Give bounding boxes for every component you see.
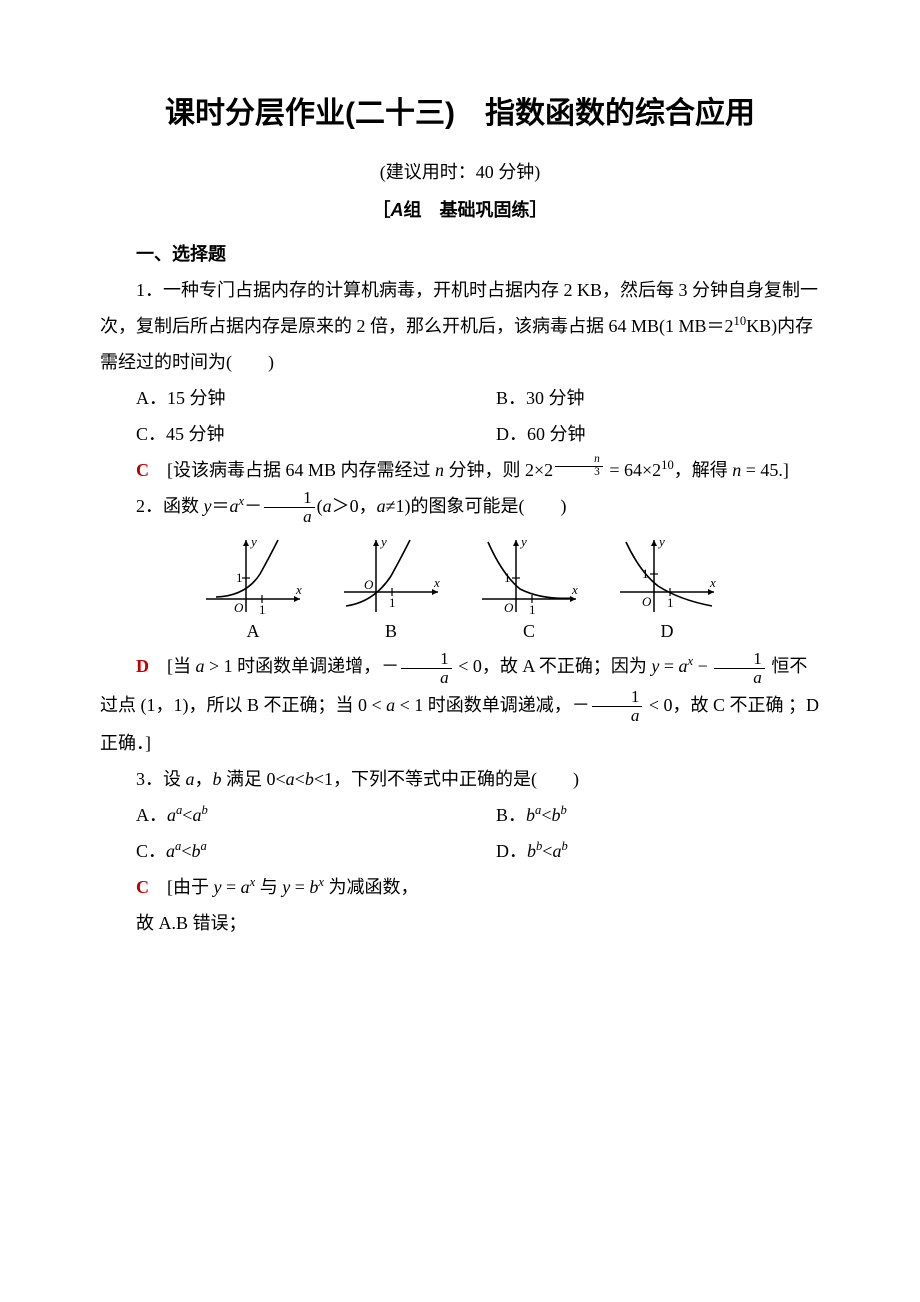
q1-optA: A．15 分钟 xyxy=(100,380,460,416)
bracket-left: ［ xyxy=(373,200,391,220)
q1-text: 1．一种专门占据内存的计算机病毒，开机时占据内存 2 KB，然后每 3 分钟自身… xyxy=(100,272,820,380)
time-hint: (建议用时：40 分钟) xyxy=(100,158,820,184)
svg-text:1: 1 xyxy=(504,570,511,585)
svg-text:1: 1 xyxy=(529,602,536,617)
svg-text:x: x xyxy=(571,582,578,597)
svg-text:y: y xyxy=(657,534,665,549)
svg-text:x: x xyxy=(433,575,440,590)
label-d: D xyxy=(612,621,722,642)
q3-optD: D．bb<ab xyxy=(460,833,820,869)
svg-text:1: 1 xyxy=(667,595,674,610)
svg-text:y: y xyxy=(519,534,527,549)
bracket-right: ］ xyxy=(530,200,548,220)
q2-solution: D [当 a > 1 时函数单调递增，－1a < 0，故 A 不正确；因为 y … xyxy=(100,648,820,761)
q1-solution: C [设该病毒占据 64 MB 内存需经过 n 分钟，则 2×2n3 = 64×… xyxy=(100,452,820,488)
svg-text:1: 1 xyxy=(236,570,243,585)
section-rest: 组 基础巩固练 xyxy=(404,200,530,220)
graph-a: 1 1 O x y xyxy=(198,534,308,619)
svg-text:1: 1 xyxy=(259,602,266,617)
q3-options-row1: A．aa<ab B．ba<bb xyxy=(100,797,820,833)
q1-options-row2: C．45 分钟 D．60 分钟 xyxy=(100,416,820,452)
svg-text:x: x xyxy=(709,575,716,590)
graph-c: 1 1 O x y xyxy=(474,534,584,619)
q3-solution-1: C [由于 y = ax 与 y = bx 为减函数， xyxy=(100,869,820,905)
label-a: A xyxy=(198,621,308,642)
graph-d: 1 1 O x y xyxy=(612,534,722,619)
svg-text:1: 1 xyxy=(642,566,649,581)
q1-optC: C．45 分钟 xyxy=(100,416,460,452)
svg-text:1: 1 xyxy=(389,595,396,610)
svg-text:y: y xyxy=(379,534,387,549)
label-c: C xyxy=(474,621,584,642)
q3-answer: C xyxy=(136,877,149,897)
svg-text:O: O xyxy=(234,600,244,615)
svg-text:O: O xyxy=(504,600,514,615)
q1-optD: D．60 分钟 xyxy=(460,416,820,452)
section-A: A xyxy=(391,200,404,220)
page-title: 课时分层作业(二十三) 指数函数的综合应用 xyxy=(100,90,820,138)
q3-optB: B．ba<bb xyxy=(460,797,820,833)
q3-optC: C．aa<ba xyxy=(100,833,460,869)
svg-text:O: O xyxy=(364,577,374,592)
svg-text:x: x xyxy=(295,582,302,597)
svg-text:y: y xyxy=(249,534,257,549)
label-b: B xyxy=(336,621,446,642)
page: 课时分层作业(二十三) 指数函数的综合应用 (建议用时：40 分钟) ［A组 基… xyxy=(0,0,920,1302)
q2-text: 2．函数 y＝ax－1a(a＞0，a≠1)的图象可能是( ) xyxy=(100,488,820,526)
q2-answer: D xyxy=(136,656,149,676)
q3-optA: A．aa<ab xyxy=(100,797,460,833)
q2-graph-labels: A B C D xyxy=(100,621,820,642)
q3-options-row2: C．aa<ba D．bb<ab xyxy=(100,833,820,869)
q3-solution-2: 故 A.B 错误； xyxy=(100,905,820,941)
q1-options-row1: A．15 分钟 B．30 分钟 xyxy=(100,380,820,416)
q3-text: 3．设 a，b 满足 0<a<b<1，下列不等式中正确的是( ) xyxy=(100,761,820,797)
graph-b: 1 O x y xyxy=(336,534,446,619)
q1-optB: B．30 分钟 xyxy=(460,380,820,416)
q1-answer: C xyxy=(136,460,149,480)
svg-text:O: O xyxy=(642,594,652,609)
q2-graphs: 1 1 O x y 1 O x y 1 xyxy=(100,534,820,619)
subsection-heading: 一、选择题 xyxy=(100,240,820,266)
section-header: ［A组 基础巩固练］ xyxy=(100,196,820,222)
